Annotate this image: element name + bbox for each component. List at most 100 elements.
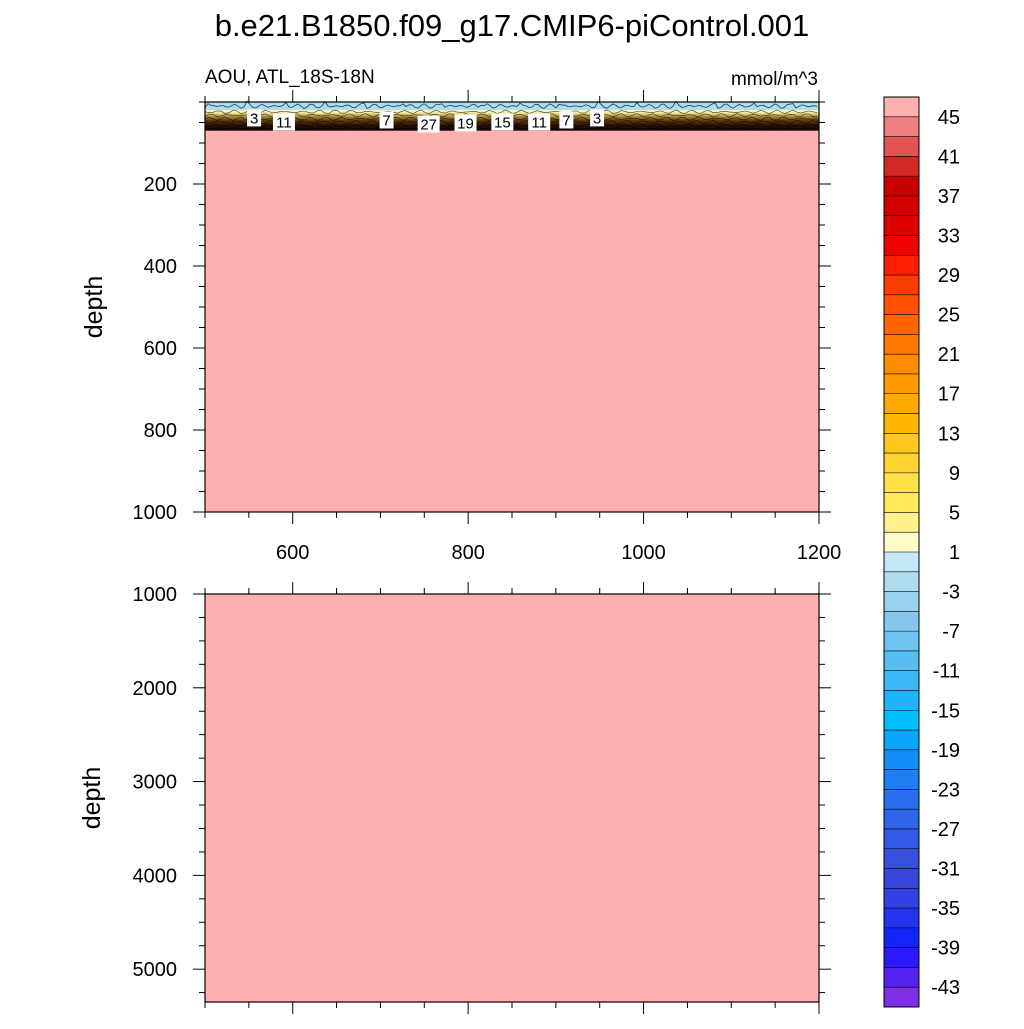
- colorbar-swatch: [884, 492, 919, 513]
- colorbar-swatch: [884, 334, 919, 355]
- colorbar-swatch: [884, 255, 919, 276]
- colorbar-swatch: [884, 156, 919, 177]
- contour-label-bg: [272, 113, 295, 131]
- contour-label: 19: [457, 115, 474, 132]
- x-tick-label: 1200: [797, 542, 842, 564]
- contour-line: [204, 100, 818, 109]
- colorbar-label: -35: [931, 898, 960, 920]
- colorbar-label: 5: [949, 502, 960, 524]
- colorbar-swatch: [884, 433, 919, 454]
- colorbar-swatch: [884, 828, 919, 850]
- colorbar-label: 29: [938, 265, 960, 287]
- y-tick-label: 600: [144, 338, 177, 360]
- contour-label-bg: [491, 113, 514, 131]
- y-tick-label: 2000: [133, 678, 178, 700]
- upper-panel: AOU, ATL_18S-18N mmol/m^3 3 11 7 27 19 15 11 7 3…: [80, 67, 841, 564]
- colorbar-label: 41: [938, 146, 960, 168]
- colorbar-swatch: [884, 710, 919, 731]
- y-tick-label: 400: [144, 256, 177, 278]
- figure-title: b.e21.B1850.f09_g17.CMIP6-piControl.001: [215, 8, 810, 43]
- lower-ylabel: depth: [78, 767, 106, 830]
- colorbar-swatch: [884, 650, 919, 671]
- y-tick-label: 5000: [133, 959, 178, 981]
- colorbar-label: 1: [949, 542, 960, 564]
- colorbar: 45 41 37 33 29 25 21 17 13 9 5 1 -3 -7 -11 -15 -19 -23 -27…: [883, 96, 960, 1008]
- colorbar-label: -39: [931, 938, 960, 960]
- colorbar-swatch: [884, 472, 919, 493]
- upper-plot-area: 3 11 7 27 19 15 11 7 3 600 800 1000 1200 200 400 600 800…: [133, 90, 842, 564]
- colorbar-label: 37: [938, 186, 960, 208]
- colorbar-swatch: [884, 967, 919, 988]
- colorbar-swatch: [884, 195, 919, 216]
- x-tick-label: 800: [451, 542, 484, 564]
- colorbar-swatch: [884, 947, 919, 968]
- colorbar-swatch: [884, 987, 919, 1008]
- colorbar-swatch: [884, 532, 919, 553]
- colorbar-swatch: [884, 512, 919, 533]
- colorbar-swatch: [884, 611, 919, 632]
- colorbar-swatch: [884, 354, 919, 375]
- colorbar-swatch: [884, 116, 919, 137]
- contour-label-bg: [559, 111, 574, 129]
- colorbar-swatch: [884, 749, 919, 770]
- colorbar-swatch: [884, 868, 919, 889]
- contour-label-bg: [247, 109, 262, 127]
- colorbar-label: 9: [949, 463, 960, 485]
- colorbar-label: -3: [942, 582, 960, 604]
- colorbar-swatch: [884, 908, 919, 929]
- data-layer: [205, 594, 819, 1002]
- contour-band-stripe: [205, 111, 819, 113]
- contour-band-stripe: [205, 110, 819, 113]
- y-tick-label: 800: [144, 420, 177, 442]
- colorbar-swatch: [884, 631, 919, 652]
- colorbar-swatch: [884, 314, 919, 335]
- contour-label: 27: [420, 117, 437, 134]
- colorbar-swatch: [884, 769, 919, 790]
- x-tick-label: 1000: [621, 542, 666, 564]
- colorbar-label: -43: [931, 977, 960, 999]
- y-tick-label: 1000: [133, 584, 178, 606]
- contour-band-stripe: [205, 110, 819, 112]
- colorbar-label: -7: [942, 621, 960, 643]
- data-layer: [205, 130, 819, 512]
- colorbar-swatch: [884, 373, 919, 395]
- y-tick-label: 1000: [133, 502, 178, 524]
- contour-label: 7: [562, 112, 570, 129]
- colorbar-swatch: [884, 97, 919, 118]
- colorbar-swatch: [884, 275, 919, 296]
- colorbar-swatch: [884, 176, 919, 197]
- colorbar-swatch: [884, 591, 919, 612]
- upper-right-label: mmol/m^3: [731, 69, 818, 90]
- colorbar-swatch: [884, 809, 919, 830]
- contour-label-bg: [417, 115, 440, 133]
- contour-label: 11: [276, 115, 292, 132]
- y-tick-label: 3000: [133, 772, 178, 794]
- colorbar-swatch: [884, 848, 919, 869]
- colorbar-label: -15: [931, 700, 960, 722]
- lower-panel: 1000 2000 3000 4000 5000 depth: [78, 582, 831, 1014]
- contour-label: 15: [494, 115, 511, 132]
- colorbar-label: -11: [933, 661, 960, 683]
- colorbar-swatch: [884, 136, 919, 157]
- y-tick-label: 4000: [133, 865, 178, 887]
- colorbar-label: 25: [938, 305, 960, 327]
- colorbar-label: 45: [938, 107, 960, 129]
- colorbar-swatch: [884, 670, 919, 691]
- colorbar-label: -27: [931, 819, 960, 841]
- contour-label-bg: [528, 113, 551, 131]
- y-tick-label: 200: [144, 174, 177, 196]
- colorbar-label: -23: [931, 779, 960, 801]
- colorbar-swatch: [884, 789, 919, 810]
- upper-ylabel: depth: [80, 276, 108, 339]
- contour-label-bg: [590, 109, 605, 127]
- upper-left-label: AOU, ATL_18S-18N: [205, 67, 375, 88]
- colorbar-frame: [883, 96, 920, 1008]
- colorbar-label: -19: [931, 740, 960, 762]
- contour-label-bg: [454, 114, 477, 132]
- colorbar-label: 21: [938, 344, 960, 366]
- colorbar-swatch: [884, 927, 919, 948]
- contour-label: 7: [382, 112, 390, 129]
- colorbar-swatch: [884, 552, 919, 573]
